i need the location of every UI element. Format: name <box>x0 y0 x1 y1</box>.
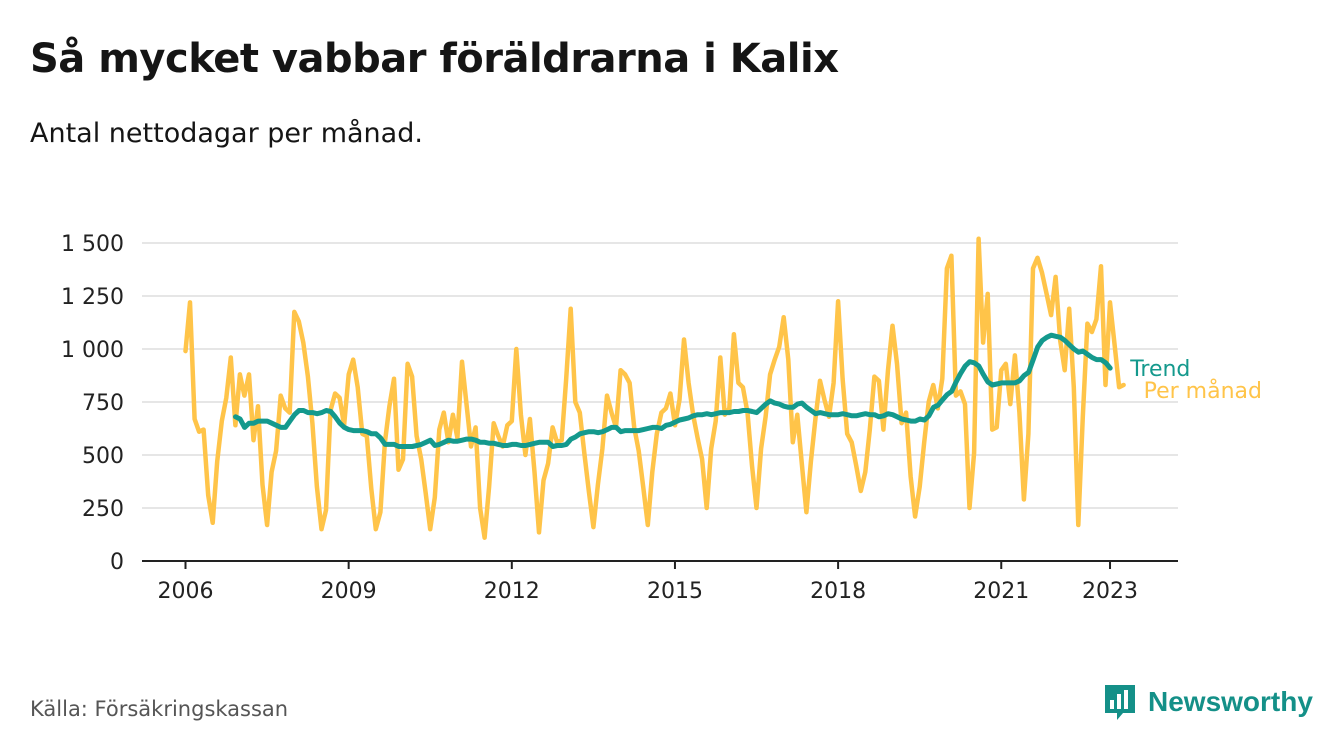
y-tick-label: 1 500 <box>61 232 124 257</box>
brand-logo[interactable]: Newsworthy <box>1102 682 1313 722</box>
x-axis-ticks: 2006 2009 2012 2015 2018 2021 2023 <box>158 561 1138 604</box>
y-tick-label: 1 250 <box>61 285 124 310</box>
x-tick-label: 2015 <box>647 579 703 604</box>
series-label-trend: Trend <box>1129 357 1190 382</box>
x-tick-label: 2018 <box>810 579 866 604</box>
y-tick-label: 750 <box>82 391 124 416</box>
x-tick-label: 2021 <box>973 579 1029 604</box>
x-tick-label: 2006 <box>158 579 214 604</box>
gridlines <box>142 242 1178 562</box>
bar-chart-icon <box>1105 685 1135 720</box>
x-tick-label: 2012 <box>484 579 540 604</box>
series-line-per-månad <box>183 236 1126 540</box>
chart-subtitle: Antal nettodagar per månad. <box>30 118 423 149</box>
series-line-trend <box>233 332 1113 449</box>
y-axis-ticks: 0 250 500 750 1 000 1 250 1 500 <box>61 232 124 575</box>
y-tick-label: 1 000 <box>61 338 124 363</box>
x-tick-label: 2009 <box>321 579 377 604</box>
series-label-per-månad: Per månad <box>1144 378 1262 404</box>
y-tick-label: 500 <box>82 444 124 469</box>
series-lines <box>183 236 1126 540</box>
y-tick-label: 0 <box>110 550 124 575</box>
y-tick-label: 250 <box>82 497 124 522</box>
brand-name: Newsworthy <box>1148 686 1313 717</box>
source-note: Källa: Försäkringskassan <box>30 697 289 721</box>
x-tick-label: 2023 <box>1082 579 1138 604</box>
chart-title: Så mycket vabbar föräldrarna i Kalix <box>30 36 839 82</box>
